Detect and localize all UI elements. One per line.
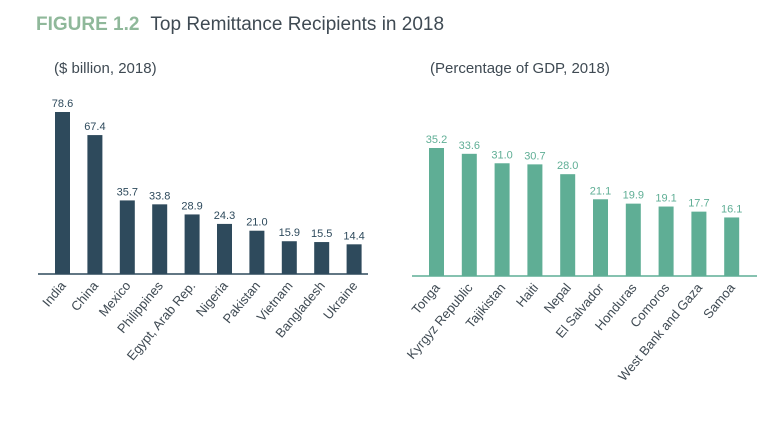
billion-value-label: 28.9 <box>181 200 202 212</box>
billion-bar <box>249 231 264 274</box>
gdp-bar <box>691 212 706 276</box>
billion-value-label: 21.0 <box>246 217 267 229</box>
billion-value-label: 15.9 <box>279 227 300 239</box>
billion-category-label: India <box>39 278 69 310</box>
gdp-bar <box>560 174 575 276</box>
billion-bar <box>282 241 297 274</box>
gdp-category-label: Haiti <box>513 280 541 310</box>
gdp-value-label: 33.6 <box>459 140 480 152</box>
charts-canvas: 78.6India67.4China35.7Mexico33.8Philippi… <box>0 0 777 421</box>
remittance-billion-chart: 78.6India67.4China35.7Mexico33.8Philippi… <box>38 98 368 363</box>
gdp-value-label: 30.7 <box>524 150 545 162</box>
gdp-value-label: 16.1 <box>721 203 742 215</box>
billion-bar <box>120 200 135 274</box>
gdp-value-label: 19.1 <box>655 193 676 205</box>
billion-value-label: 14.4 <box>343 230 364 242</box>
gdp-value-label: 19.9 <box>623 190 644 202</box>
gdp-value-label: 28.0 <box>557 160 578 172</box>
billion-category-label: Ukraine <box>320 278 360 322</box>
billion-value-label: 15.5 <box>311 228 332 240</box>
billion-value-label: 33.8 <box>149 190 170 202</box>
billion-value-label: 35.7 <box>117 186 138 198</box>
billion-value-label: 67.4 <box>84 121 105 133</box>
gdp-bar <box>724 217 739 276</box>
gdp-category-label: Samoa <box>700 280 738 322</box>
billion-bar <box>87 135 102 274</box>
billion-bar <box>217 224 232 274</box>
billion-value-label: 24.3 <box>214 210 235 222</box>
billion-bar <box>55 112 70 274</box>
gdp-value-label: 35.2 <box>426 134 447 146</box>
gdp-bar <box>626 204 641 276</box>
gdp-bar <box>462 154 477 276</box>
billion-value-label: 78.6 <box>52 98 73 110</box>
gdp-value-label: 17.7 <box>688 198 709 210</box>
gdp-bar <box>495 163 510 276</box>
billion-bar <box>314 242 329 274</box>
billion-bar <box>185 214 200 274</box>
gdp-bar <box>659 207 674 276</box>
gdp-value-label: 31.0 <box>491 149 512 161</box>
billion-bar <box>152 204 167 274</box>
gdp-value-label: 21.1 <box>590 185 611 197</box>
gdp-bar <box>593 199 608 276</box>
gdp-bar <box>429 148 444 276</box>
gdp-bar <box>527 164 542 276</box>
billion-bar <box>347 244 362 274</box>
